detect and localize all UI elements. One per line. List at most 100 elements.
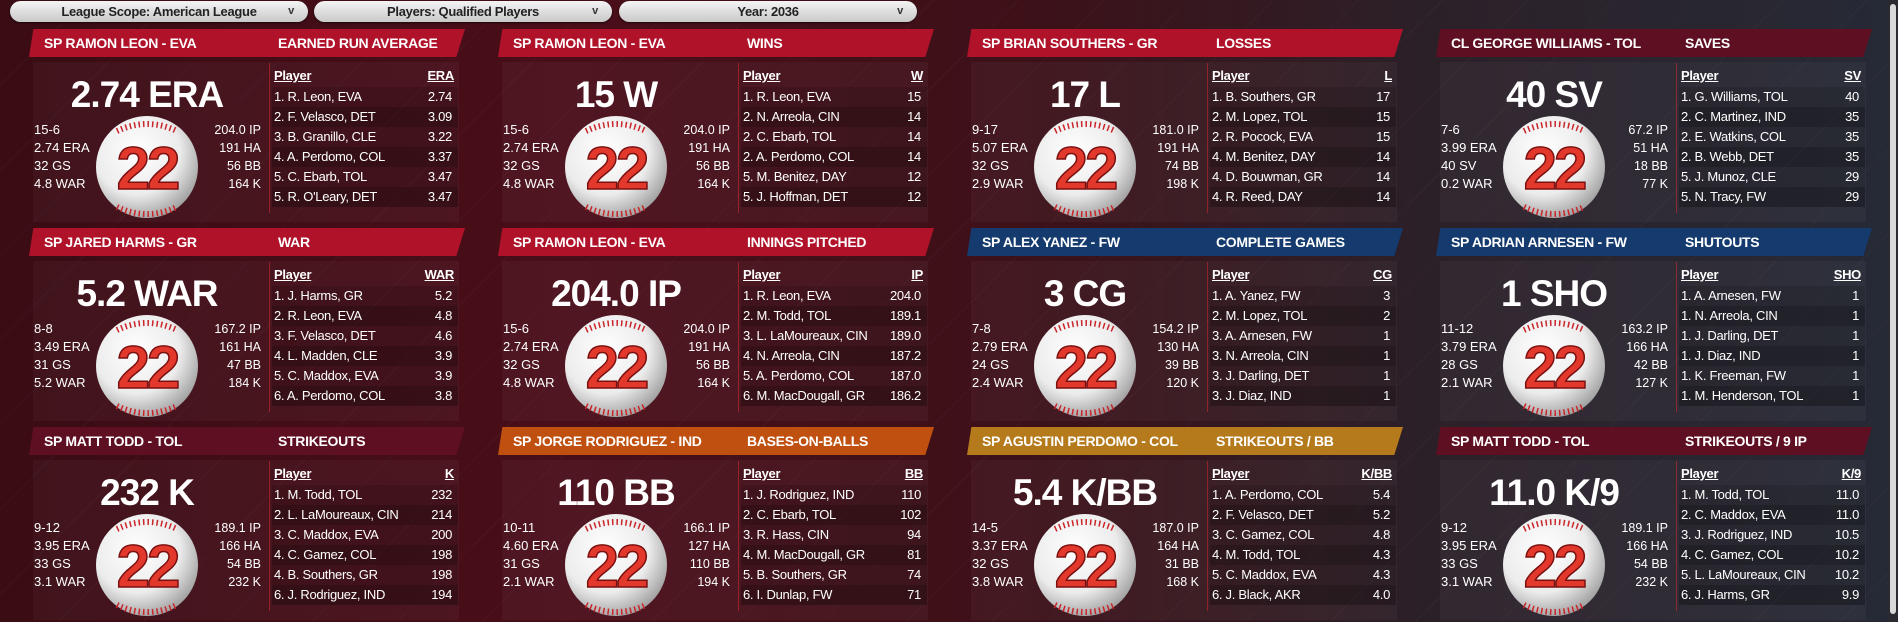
table-row[interactable]: 4. B. Southers, GR 198 bbox=[272, 565, 458, 585]
leader-player-name[interactable]: SP JARED HARMS - GR bbox=[44, 234, 197, 250]
table-row[interactable]: 3. C. Gamez, COL 4.8 bbox=[1210, 525, 1396, 545]
card-header[interactable]: CL GEORGE WILLIAMS - TOL SAVES bbox=[1436, 29, 1872, 57]
table-row[interactable]: 4. C. Gamez, COL 10.2 bbox=[1679, 545, 1865, 565]
table-row[interactable]: 2. R. Pocock, EVA 15 bbox=[1210, 127, 1396, 147]
table-row[interactable]: 2. C. Ebarb, TOL 102 bbox=[741, 505, 927, 525]
leader-player-name[interactable]: SP MATT TODD - TOL bbox=[1451, 433, 1590, 449]
table-row[interactable]: 4. M. Benitez, DAY 14 bbox=[1210, 147, 1396, 167]
table-row[interactable]: 6. A. Perdomo, COL 3.8 bbox=[272, 386, 458, 406]
table-row[interactable]: 1. A. Perdomo, COL 5.4 bbox=[1210, 485, 1396, 505]
table-row[interactable]: 2. C. Maddox, EVA 11.0 bbox=[1679, 505, 1865, 525]
leader-player-name[interactable]: SP MATT TODD - TOL bbox=[44, 433, 183, 449]
table-row[interactable]: 2. M. Lopez, TOL 15 bbox=[1210, 107, 1396, 127]
card-header[interactable]: SP RAMON LEON - EVA WINS bbox=[498, 29, 934, 57]
table-row[interactable]: 1. A. Arnesen, FW 1 bbox=[1679, 286, 1865, 306]
table-row[interactable]: 1. A. Yanez, FW 3 bbox=[1210, 286, 1396, 306]
stat-column-header[interactable]: CG bbox=[1373, 267, 1392, 282]
table-row[interactable]: 2. N. Arreola, CIN 14 bbox=[741, 107, 927, 127]
card-header[interactable]: SP ADRIAN ARNESEN - FW SHUTOUTS bbox=[1436, 228, 1872, 256]
table-row[interactable]: 5. L. LaMoureaux, CIN 10.2 bbox=[1679, 565, 1865, 585]
table-row[interactable]: 3. J. Diaz, IND 1 bbox=[1210, 386, 1396, 406]
filter-dropdown-0[interactable]: League Scope: American League v bbox=[10, 1, 308, 22]
table-row[interactable]: 2. M. Lopez, TOL 2 bbox=[1210, 306, 1396, 326]
table-row[interactable]: 1. J. Harms, GR 5.2 bbox=[272, 286, 458, 306]
table-row[interactable]: 1. K. Freeman, FW 1 bbox=[1679, 366, 1865, 386]
leader-player-name[interactable]: SP BRIAN SOUTHERS - GR bbox=[982, 35, 1158, 51]
player-column-header[interactable]: Player bbox=[743, 267, 781, 282]
table-row[interactable]: 2. L. LaMoureaux, CIN 214 bbox=[272, 505, 458, 525]
table-row[interactable]: 1. B. Southers, GR 17 bbox=[1210, 87, 1396, 107]
table-row[interactable]: 3. C. Maddox, EVA 200 bbox=[272, 525, 458, 545]
card-header[interactable]: SP BRIAN SOUTHERS - GR LOSSES bbox=[967, 29, 1403, 57]
stat-column-header[interactable]: W bbox=[911, 68, 923, 83]
stat-column-header[interactable]: SHO bbox=[1833, 267, 1862, 282]
table-row[interactable]: 4. L. Madden, CLE 3.9 bbox=[272, 346, 458, 366]
stat-column-header[interactable]: K bbox=[444, 466, 454, 481]
card-header[interactable]: SP ALEX YANEZ - FW COMPLETE GAMES bbox=[967, 228, 1403, 256]
table-row[interactable]: 6. J. Harms, GR 9.9 bbox=[1679, 585, 1865, 605]
player-column-header[interactable]: Player bbox=[1212, 466, 1250, 481]
filter-dropdown-1[interactable]: Players: Qualified Players v bbox=[314, 1, 612, 22]
leader-player-name[interactable]: SP AGUSTIN PERDOMO - COL bbox=[982, 433, 1178, 449]
stat-column-header[interactable]: ERA bbox=[427, 68, 454, 83]
table-row[interactable]: 5. C. Maddox, EVA 3.9 bbox=[272, 366, 458, 386]
table-row[interactable]: 5. J. Munoz, CLE 29 bbox=[1679, 167, 1865, 187]
table-row[interactable]: 1. M. Todd, TOL 232 bbox=[272, 485, 458, 505]
table-row[interactable]: 6. I. Dunlap, FW 71 bbox=[741, 585, 927, 605]
table-row[interactable]: 4. D. Bouwman, GR 14 bbox=[1210, 167, 1396, 187]
table-row[interactable]: 1. J. Darling, DET 1 bbox=[1679, 326, 1865, 346]
table-row[interactable]: 1. R. Leon, EVA 15 bbox=[741, 87, 927, 107]
table-row[interactable]: 2. B. Webb, DET 35 bbox=[1679, 147, 1865, 167]
player-column-header[interactable]: Player bbox=[1681, 68, 1719, 83]
table-row[interactable]: 4. C. Gamez, COL 198 bbox=[272, 545, 458, 565]
player-column-header[interactable]: Player bbox=[743, 466, 781, 481]
stat-column-header[interactable]: SV bbox=[1844, 68, 1861, 83]
table-row[interactable]: 1. J. Rodriguez, IND 110 bbox=[741, 485, 927, 505]
player-column-header[interactable]: Player bbox=[274, 466, 312, 481]
table-row[interactable]: 6. M. MacDougall, GR 186.2 bbox=[741, 386, 927, 406]
stat-column-header[interactable]: IP bbox=[911, 267, 923, 282]
table-row[interactable]: 5. N. Tracy, FW 29 bbox=[1679, 187, 1865, 207]
table-row[interactable]: 3. J. Rodriguez, IND 10.5 bbox=[1679, 525, 1865, 545]
table-row[interactable]: 5. B. Southers, GR 74 bbox=[741, 565, 927, 585]
player-column-header[interactable]: Player bbox=[1681, 267, 1719, 282]
player-column-header[interactable]: Player bbox=[274, 267, 312, 282]
card-header[interactable]: SP JARED HARMS - GR WAR bbox=[29, 228, 465, 256]
table-row[interactable]: 1. R. Leon, EVA 2.74 bbox=[272, 87, 458, 107]
table-row[interactable]: 5. R. O'Leary, DET 3.47 bbox=[272, 187, 458, 207]
table-row[interactable]: 5. C. Ebarb, TOL 3.47 bbox=[272, 167, 458, 187]
leader-player-name[interactable]: CL GEORGE WILLIAMS - TOL bbox=[1451, 35, 1641, 51]
stat-column-header[interactable]: K/9 bbox=[1841, 466, 1862, 481]
vertical-scrollbar[interactable] bbox=[1888, 0, 1898, 622]
table-row[interactable]: 3. R. Hass, CIN 94 bbox=[741, 525, 927, 545]
stat-column-header[interactable]: K/BB bbox=[1361, 466, 1392, 481]
table-row[interactable]: 4. R. Reed, DAY 14 bbox=[1210, 187, 1396, 207]
player-column-header[interactable]: Player bbox=[1681, 466, 1719, 481]
table-row[interactable]: 1. R. Leon, EVA 204.0 bbox=[741, 286, 927, 306]
table-row[interactable]: 2. F. Velasco, DET 5.2 bbox=[1210, 505, 1396, 525]
player-column-header[interactable]: Player bbox=[1212, 68, 1250, 83]
table-row[interactable]: 5. C. Maddox, EVA 4.3 bbox=[1210, 565, 1396, 585]
table-row[interactable]: 4. A. Perdomo, COL 3.37 bbox=[272, 147, 458, 167]
leader-player-name[interactable]: SP RAMON LEON - EVA bbox=[44, 35, 197, 51]
leader-player-name[interactable]: SP RAMON LEON - EVA bbox=[513, 234, 666, 250]
table-row[interactable]: 5. A. Perdomo, COL 187.0 bbox=[741, 366, 927, 386]
filter-dropdown-2[interactable]: Year: 2036 v bbox=[619, 1, 917, 22]
leader-player-name[interactable]: SP RAMON LEON - EVA bbox=[513, 35, 666, 51]
leader-player-name[interactable]: SP ALEX YANEZ - FW bbox=[982, 234, 1120, 250]
table-row[interactable]: 2. E. Watkins, COL 35 bbox=[1679, 127, 1865, 147]
table-row[interactable]: 2. R. Leon, EVA 4.8 bbox=[272, 306, 458, 326]
table-row[interactable]: 4. M. MacDougall, GR 81 bbox=[741, 545, 927, 565]
player-column-header[interactable]: Player bbox=[274, 68, 312, 83]
table-row[interactable]: 1. J. Diaz, IND 1 bbox=[1679, 346, 1865, 366]
table-row[interactable]: 4. N. Arreola, CIN 187.2 bbox=[741, 346, 927, 366]
card-header[interactable]: SP AGUSTIN PERDOMO - COL STRIKEOUTS / BB bbox=[967, 427, 1403, 455]
card-header[interactable]: SP RAMON LEON - EVA INNINGS PITCHED bbox=[498, 228, 934, 256]
table-row[interactable]: 3. F. Velasco, DET 4.6 bbox=[272, 326, 458, 346]
table-row[interactable]: 3. L. LaMoureaux, CIN 189.0 bbox=[741, 326, 927, 346]
card-header[interactable]: SP JORGE RODRIGUEZ - IND BASES-ON-BALLS bbox=[498, 427, 934, 455]
table-row[interactable]: 6. J. Rodriguez, IND 194 bbox=[272, 585, 458, 605]
table-row[interactable]: 1. M. Todd, TOL 11.0 bbox=[1679, 485, 1865, 505]
table-row[interactable]: 2. C. Ebarb, TOL 14 bbox=[741, 127, 927, 147]
table-row[interactable]: 2. C. Martinez, IND 35 bbox=[1679, 107, 1865, 127]
